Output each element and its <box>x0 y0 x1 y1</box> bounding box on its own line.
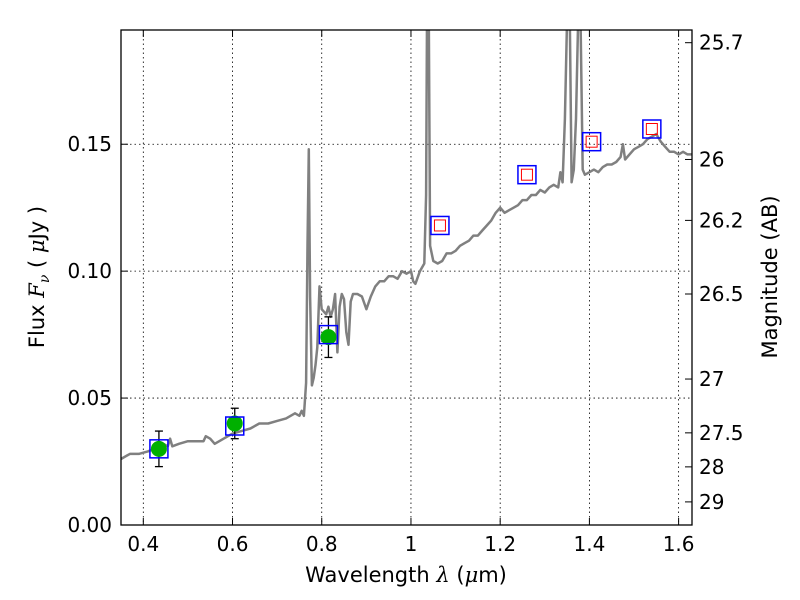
model-photometry-point <box>318 324 339 345</box>
y-tick-label: 0.00 <box>67 513 112 537</box>
x-tick-label: 1.2 <box>484 532 516 556</box>
x-tick-label: 1.6 <box>663 532 695 556</box>
x-tick-label: 0.4 <box>127 532 159 556</box>
y-tick-label: 0.05 <box>67 386 112 410</box>
model-photometry-point <box>642 119 662 139</box>
mag-tick-label: 29 <box>699 490 724 514</box>
model-photometry-point <box>225 416 245 436</box>
model-photometry-point <box>581 131 602 152</box>
upper-limit-point <box>520 168 533 181</box>
ticks-layer: 0.4 0.6 0.8 1 1.2 1.4 1.6 0.00 0.05 0.10 0.15 25.7 2… <box>67 30 744 556</box>
upper-limit-point <box>645 123 658 135</box>
mag-tick-label: 25.7 <box>699 31 744 55</box>
markers-layer <box>149 119 662 468</box>
model-photometry-point <box>517 164 537 185</box>
y-axis-title: Flux Fν ( μJy ) <box>25 206 53 348</box>
x-tick-label: 0.8 <box>306 532 338 556</box>
spectrum-line <box>121 30 692 461</box>
x-tick-label: 1 <box>405 532 418 556</box>
mag-tick-label: 26 <box>699 147 724 171</box>
y2-axis-title: Magnitude (AB) <box>758 195 782 358</box>
mag-tick-label: 28 <box>699 455 724 479</box>
upper-limit-point <box>433 219 446 232</box>
detection-point <box>150 440 167 457</box>
upper-limit-point <box>585 135 598 148</box>
spectrum-layer <box>121 30 692 461</box>
mag-tick-label: 26.5 <box>699 282 744 306</box>
model-photometry-point <box>149 439 169 459</box>
x-tick-label: 0.6 <box>217 532 249 556</box>
detection-point <box>226 415 243 432</box>
detection-point <box>320 329 337 346</box>
mag-tick-label: 27.5 <box>699 421 744 445</box>
y-tick-label: 0.15 <box>67 132 112 156</box>
model-photometry-point <box>430 215 450 236</box>
y-tick-label: 0.10 <box>67 259 112 283</box>
grid <box>121 30 692 526</box>
plot-frame <box>120 29 693 526</box>
mag-tick-label: 26.2 <box>699 208 744 232</box>
x-axis-title: Wavelength λ (μm) <box>305 563 507 587</box>
mag-tick-label: 27 <box>699 367 724 391</box>
x-tick-label: 1.4 <box>573 532 605 556</box>
